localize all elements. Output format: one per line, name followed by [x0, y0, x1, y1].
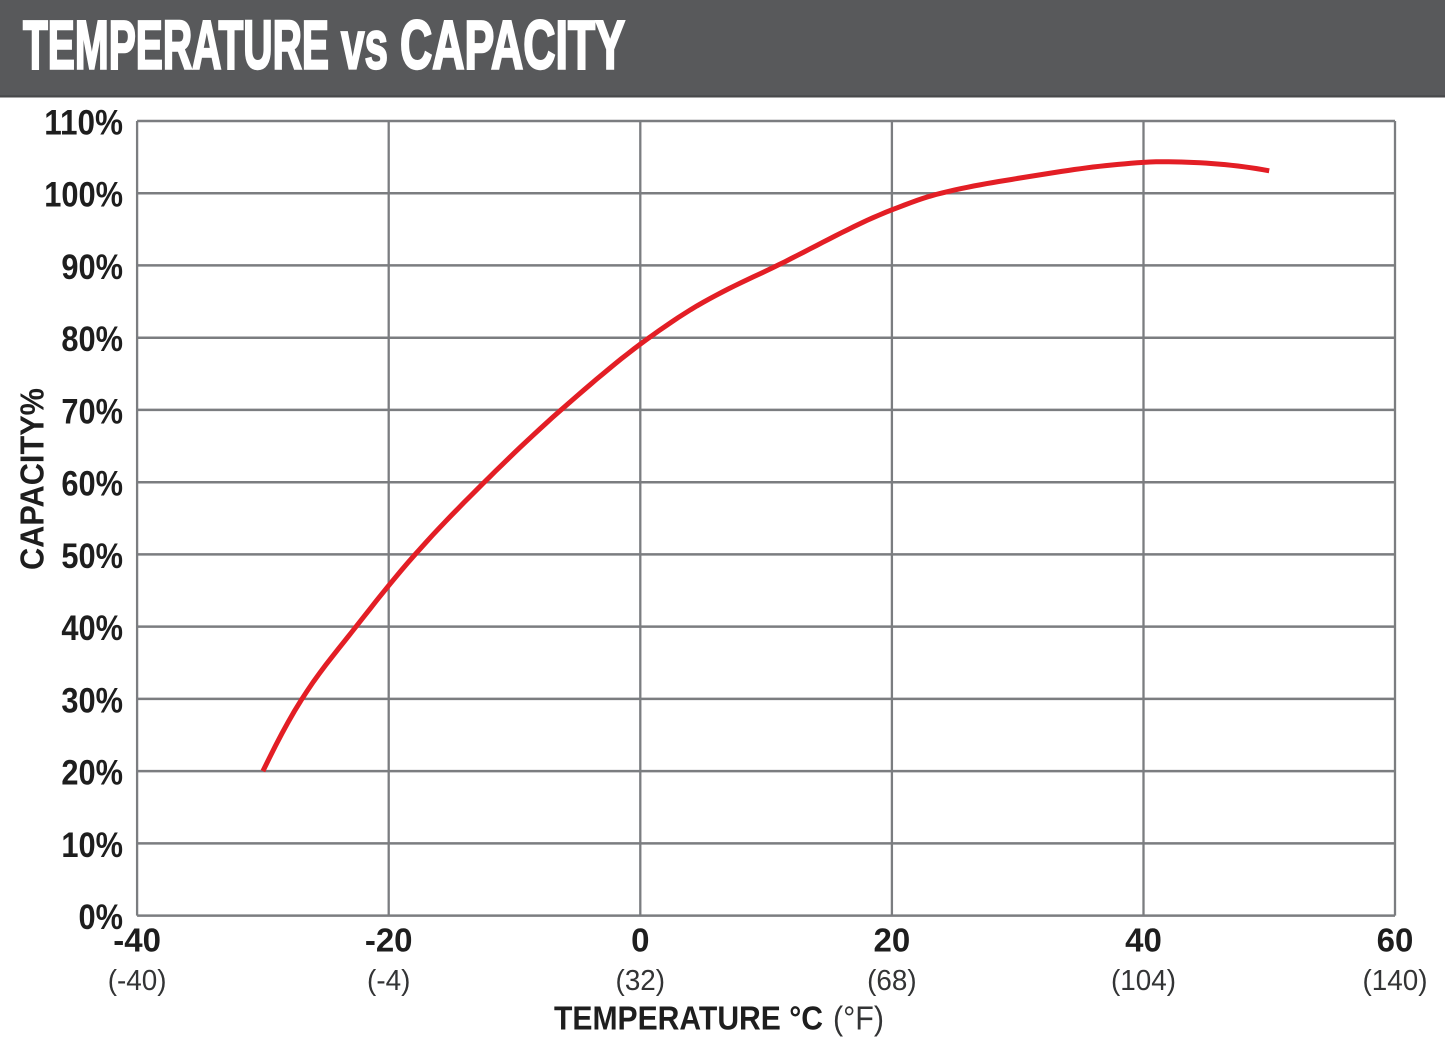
svg-text:70%: 70%: [61, 392, 123, 431]
svg-text:(-4): (-4): [367, 965, 410, 997]
svg-text:TEMPERATURE: TEMPERATURE: [23, 6, 329, 83]
svg-text:60%: 60%: [61, 465, 123, 504]
svg-text:CAPACITY%: CAPACITY%: [14, 388, 51, 570]
svg-text:30%: 30%: [61, 681, 123, 720]
svg-text:vs: vs: [341, 6, 388, 83]
svg-text:TEMPERATURE °C: TEMPERATURE °C: [554, 1000, 823, 1037]
svg-text:110%: 110%: [44, 104, 123, 143]
svg-text:(68): (68): [867, 965, 917, 997]
svg-text:CAPACITY: CAPACITY: [400, 6, 625, 83]
svg-text:(140): (140): [1363, 965, 1428, 997]
svg-text:(104): (104): [1111, 965, 1176, 997]
svg-text:40%: 40%: [61, 609, 123, 648]
svg-text:(°F): (°F): [833, 1000, 884, 1037]
svg-text:(-40): (-40): [108, 965, 167, 997]
svg-text:20: 20: [874, 922, 911, 959]
svg-text:20%: 20%: [61, 754, 123, 793]
svg-text:40: 40: [1125, 922, 1162, 959]
svg-text:0: 0: [631, 922, 649, 959]
svg-text:80%: 80%: [61, 320, 123, 359]
svg-text:-20: -20: [365, 922, 413, 959]
svg-text:60: 60: [1377, 922, 1414, 959]
svg-text:10%: 10%: [61, 826, 123, 865]
svg-text:100%: 100%: [44, 176, 123, 215]
svg-text:(32): (32): [616, 965, 666, 997]
svg-text:-40: -40: [113, 922, 161, 959]
svg-text:50%: 50%: [61, 537, 123, 576]
svg-text:0%: 0%: [79, 898, 124, 937]
svg-text:90%: 90%: [61, 248, 123, 287]
